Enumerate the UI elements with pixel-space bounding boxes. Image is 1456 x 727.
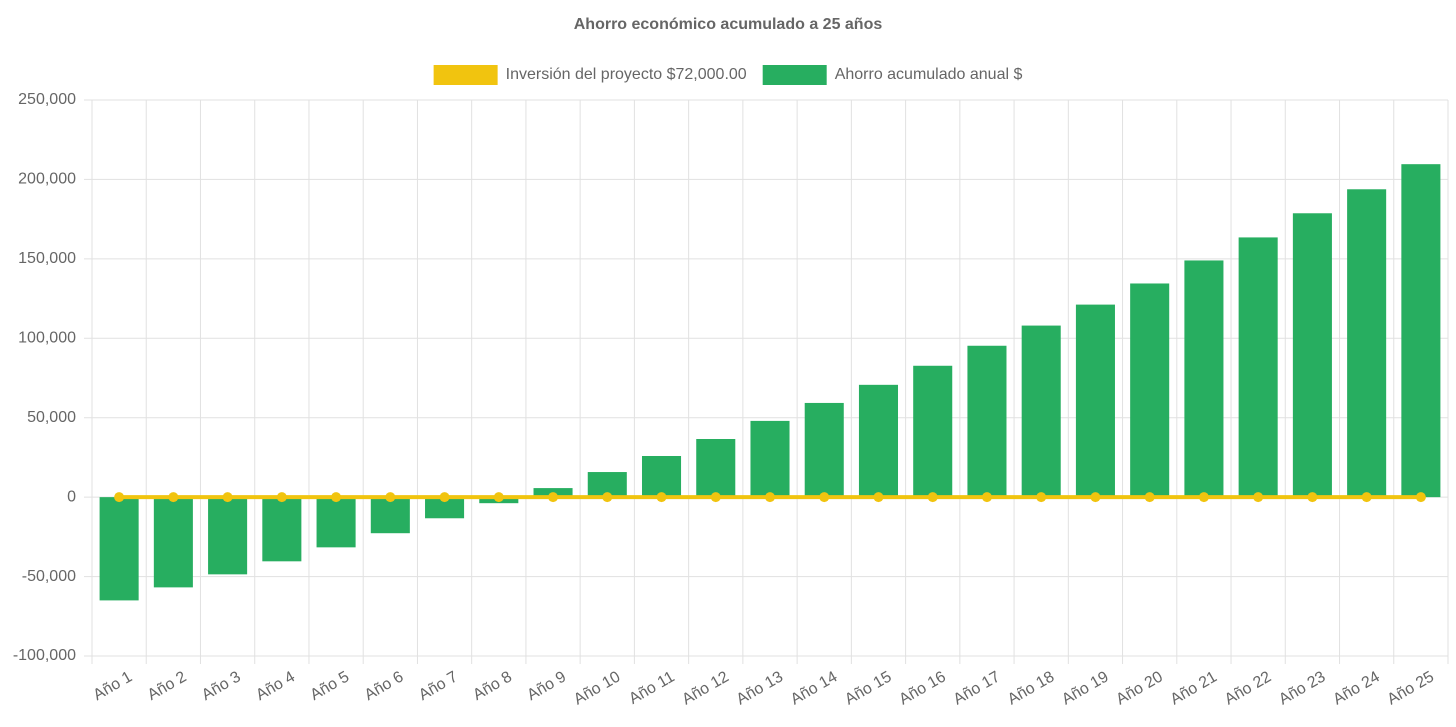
- x-tick-label: Año 8: [470, 668, 515, 704]
- bar: [913, 365, 953, 498]
- legend-label: Ahorro acumulado anual $: [835, 66, 1023, 83]
- bar: [967, 345, 1007, 498]
- bar: [804, 402, 844, 498]
- bar: [99, 497, 139, 601]
- point: [602, 492, 613, 503]
- x-tick-label: Año 22: [1222, 668, 1275, 708]
- y-tick-label: 150,000: [18, 250, 76, 267]
- x-tick-label: Año 11: [626, 668, 677, 708]
- point: [1198, 492, 1209, 503]
- point: [548, 492, 559, 503]
- point: [331, 492, 342, 503]
- point: [873, 492, 884, 503]
- x-tick-label: Año 21: [1168, 668, 1221, 708]
- bar: [858, 384, 899, 498]
- point: [1036, 492, 1047, 503]
- x-tick-label: Año 17: [951, 668, 1004, 708]
- y-tick-label: 100,000: [18, 330, 76, 347]
- bar: [425, 497, 465, 519]
- point: [114, 492, 125, 503]
- point: [168, 492, 179, 503]
- x-tick-label: Año 24: [1330, 668, 1383, 708]
- y-tick-label: -100,000: [13, 647, 76, 664]
- bar: [750, 420, 790, 498]
- x-tick-label: Año 9: [524, 668, 569, 704]
- x-tick-label: Año 18: [1005, 668, 1058, 708]
- x-tick-label: Año 25: [1385, 668, 1438, 708]
- x-tick-label: Año 1: [91, 668, 136, 704]
- y-tick-label: -50,000: [22, 568, 76, 585]
- x-tick-label: Año 16: [896, 668, 949, 708]
- bar: [1130, 283, 1170, 498]
- chart-title: Ahorro económico acumulado a 25 años: [574, 16, 883, 33]
- x-tick-label: Año 4: [253, 668, 298, 704]
- x-tick-label: Año 20: [1113, 668, 1166, 708]
- x-tick-label: Año 15: [842, 668, 895, 708]
- x-tick-label: Año 6: [362, 668, 407, 704]
- point: [819, 492, 830, 503]
- point: [1253, 492, 1264, 503]
- point: [385, 492, 396, 503]
- legend-item: Inversión del proyecto $72,000.00: [433, 65, 747, 85]
- point: [276, 492, 287, 503]
- legend-item: Ahorro acumulado anual $: [762, 65, 1023, 85]
- point: [1307, 492, 1318, 503]
- y-tick-label: 0: [67, 488, 76, 505]
- x-tick-label: Año 23: [1276, 668, 1329, 708]
- bar: [1184, 260, 1224, 498]
- y-tick-label: 250,000: [18, 91, 76, 108]
- bar: [316, 497, 356, 548]
- point: [1090, 492, 1101, 503]
- x-tick-label: Año 2: [145, 668, 190, 704]
- bar: [641, 455, 682, 498]
- legend-swatch: [433, 65, 498, 85]
- point: [710, 492, 721, 503]
- point: [1144, 492, 1155, 503]
- x-tick-label: Año 13: [734, 668, 787, 708]
- y-tick-label: 50,000: [27, 409, 76, 426]
- point: [765, 492, 775, 503]
- bar: [1347, 189, 1387, 498]
- x-tick-label: Año 10: [571, 668, 624, 708]
- bar: [1238, 237, 1278, 498]
- point: [439, 492, 450, 503]
- bar: [1075, 304, 1115, 498]
- bar: [262, 497, 302, 562]
- bar: [1021, 325, 1061, 498]
- bar: [696, 439, 736, 498]
- bar: [1292, 213, 1332, 498]
- x-tick-label: Año 3: [199, 668, 244, 704]
- point: [222, 492, 233, 503]
- point: [1361, 492, 1372, 503]
- bar: [370, 497, 410, 534]
- bar: [153, 497, 193, 588]
- point: [656, 492, 667, 503]
- point: [493, 492, 504, 503]
- point: [1415, 492, 1426, 503]
- legend-swatch: [762, 65, 827, 85]
- x-tick-label: Año 7: [416, 668, 461, 704]
- x-tick-label: Año 14: [788, 668, 841, 708]
- bar: [1401, 164, 1441, 498]
- x-tick-label: Año 19: [1059, 668, 1112, 708]
- point: [981, 492, 992, 503]
- legend-label: Inversión del proyecto $72,000.00: [506, 66, 747, 83]
- x-tick-label: Año 12: [679, 668, 732, 708]
- bar: [208, 497, 248, 575]
- x-tick-label: Año 5: [307, 668, 352, 704]
- point: [927, 492, 938, 503]
- y-tick-label: 200,000: [18, 171, 76, 188]
